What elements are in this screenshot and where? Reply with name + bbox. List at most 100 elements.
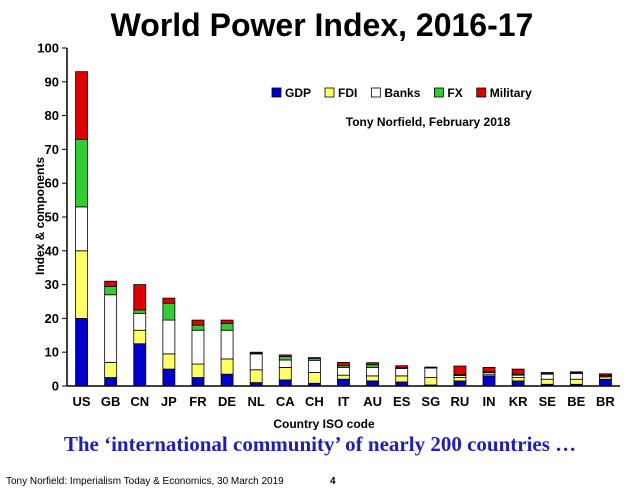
x-tick-label: GB bbox=[101, 394, 121, 409]
y-tick-label: 100 bbox=[37, 41, 59, 56]
y-tick-label: 40 bbox=[45, 243, 59, 258]
bar-segment-military bbox=[337, 361, 350, 367]
y-axis-label: Index & components bbox=[33, 157, 47, 275]
bar-segment-banks bbox=[540, 373, 554, 380]
bar-segment-fdi bbox=[278, 367, 292, 381]
bar-segment-fdi bbox=[104, 361, 118, 378]
x-axis: US GB CN JP FR DE NL CA CH IT AU ES SG RU IN KR SE BE BR bbox=[67, 385, 620, 409]
bar-segment-gdp bbox=[104, 377, 118, 387]
bar-segment-military bbox=[511, 368, 525, 375]
bar-segment-fdi bbox=[511, 377, 525, 382]
bar-segment-fdi bbox=[337, 374, 350, 380]
legend-label: Military bbox=[490, 86, 532, 100]
bar-segment-banks bbox=[366, 367, 380, 377]
bar-segment-gdp bbox=[337, 378, 350, 387]
bar-segment-gdp bbox=[366, 380, 380, 387]
x-tick-label: SE bbox=[539, 394, 557, 409]
bar-segment-gdp bbox=[133, 343, 147, 387]
bar-segment-banks bbox=[104, 294, 118, 363]
bar-segment-fdi bbox=[569, 378, 583, 385]
x-axis-label: Country ISO code bbox=[273, 417, 375, 430]
legend-swatch bbox=[271, 87, 282, 98]
bar-segment-military bbox=[599, 373, 612, 376]
bar-segment-fx bbox=[162, 302, 176, 321]
bar-segment-banks bbox=[133, 312, 147, 331]
y-tick-label: 70 bbox=[45, 142, 59, 157]
x-tick-label: SG bbox=[421, 394, 440, 409]
bar-segment-military bbox=[453, 365, 467, 375]
bar-segment-military bbox=[104, 280, 118, 287]
bar-segment-fdi bbox=[453, 377, 467, 382]
x-tick-label: RU bbox=[451, 394, 470, 409]
x-tick-label: BR bbox=[596, 394, 615, 409]
y-tick-label: 50 bbox=[45, 210, 59, 225]
bar-segment-gdp bbox=[191, 377, 205, 387]
bars bbox=[75, 71, 612, 387]
bar-segment-gdp bbox=[162, 368, 176, 387]
x-tick-label: CH bbox=[305, 394, 324, 409]
bar-segment-military bbox=[395, 365, 409, 368]
x-tick-label: DE bbox=[218, 394, 236, 409]
x-tick-label: CA bbox=[276, 394, 295, 409]
bar-segment-military bbox=[191, 319, 205, 326]
bar-segment-banks bbox=[337, 367, 350, 376]
bar-segment-military bbox=[162, 297, 176, 304]
chart-annotation: Tony Norfield, February 2018 bbox=[346, 115, 511, 129]
bar-segment-fx bbox=[278, 356, 292, 361]
legend: GDP FDI Banks FX Military bbox=[271, 86, 532, 100]
bar-segment-military bbox=[569, 371, 583, 373]
y-tick-label: 10 bbox=[45, 345, 59, 360]
x-tick-label: US bbox=[73, 394, 91, 409]
bar-segment-banks bbox=[249, 353, 263, 371]
bar-segment-military bbox=[366, 362, 380, 366]
bar-segment-gdp bbox=[511, 380, 525, 387]
legend-swatch bbox=[324, 87, 335, 98]
bar-segment-fx bbox=[104, 285, 118, 296]
bar-segment-fx bbox=[366, 364, 380, 368]
bar-segment-gdp bbox=[482, 375, 496, 387]
bar-segment-fdi bbox=[191, 363, 205, 378]
x-tick-label: BE bbox=[567, 394, 585, 409]
y-tick-label: 0 bbox=[52, 379, 59, 394]
caption: The ‘international community’ of nearly … bbox=[63, 432, 577, 456]
x-tick-label: ES bbox=[393, 394, 411, 409]
bar-segment-fdi bbox=[75, 250, 88, 319]
x-tick-label: IN bbox=[483, 394, 496, 409]
bar-segment-fdi bbox=[249, 369, 263, 384]
legend-swatch bbox=[370, 87, 381, 98]
bar-segment-fdi bbox=[395, 375, 409, 383]
bar-segment-banks bbox=[307, 359, 321, 373]
stacked-bar-chart: World Power Index, 2016-17 0 10 20 30 40 50 60… bbox=[33, 7, 620, 430]
x-tick-label: FR bbox=[189, 394, 207, 409]
footer-source: Tony Norfield: Imperialism Today & Econo… bbox=[6, 476, 284, 487]
x-tick-label: AU bbox=[363, 394, 382, 409]
legend-label: Banks bbox=[384, 86, 420, 100]
x-tick-label: JP bbox=[161, 394, 177, 409]
bar-segment-gdp bbox=[453, 380, 467, 387]
bar-segment-banks bbox=[395, 368, 409, 377]
x-tick-label: KR bbox=[509, 394, 528, 409]
x-tick-label: IT bbox=[338, 394, 350, 409]
chart-title: World Power Index, 2016-17 bbox=[111, 7, 534, 43]
bar-segment-banks bbox=[220, 329, 234, 360]
bar-segment-fdi bbox=[540, 378, 554, 385]
bar-segment-military bbox=[540, 372, 554, 374]
bar-segment-gdp bbox=[220, 373, 234, 387]
y-tick-label: 30 bbox=[45, 277, 59, 292]
bar-segment-fx bbox=[220, 323, 234, 331]
bar-segment-military bbox=[307, 357, 321, 359]
y-tick-label: 80 bbox=[45, 108, 59, 123]
bar-segment-fdi bbox=[424, 377, 438, 386]
bar-segment-gdp bbox=[599, 378, 612, 387]
x-tick-label: NL bbox=[248, 394, 265, 409]
bar-segment-military bbox=[278, 354, 292, 357]
bar-segment-military bbox=[133, 284, 147, 311]
bar-segment-banks bbox=[162, 319, 176, 355]
bar-segment-banks bbox=[569, 373, 583, 380]
bar-segment-fdi bbox=[307, 372, 321, 384]
bar-segment-military bbox=[249, 351, 263, 354]
bar-segment-fdi bbox=[133, 329, 147, 345]
page-number: 4 bbox=[330, 476, 336, 487]
y-tick-label: 60 bbox=[45, 176, 59, 191]
y-tick-label: 20 bbox=[45, 311, 59, 326]
